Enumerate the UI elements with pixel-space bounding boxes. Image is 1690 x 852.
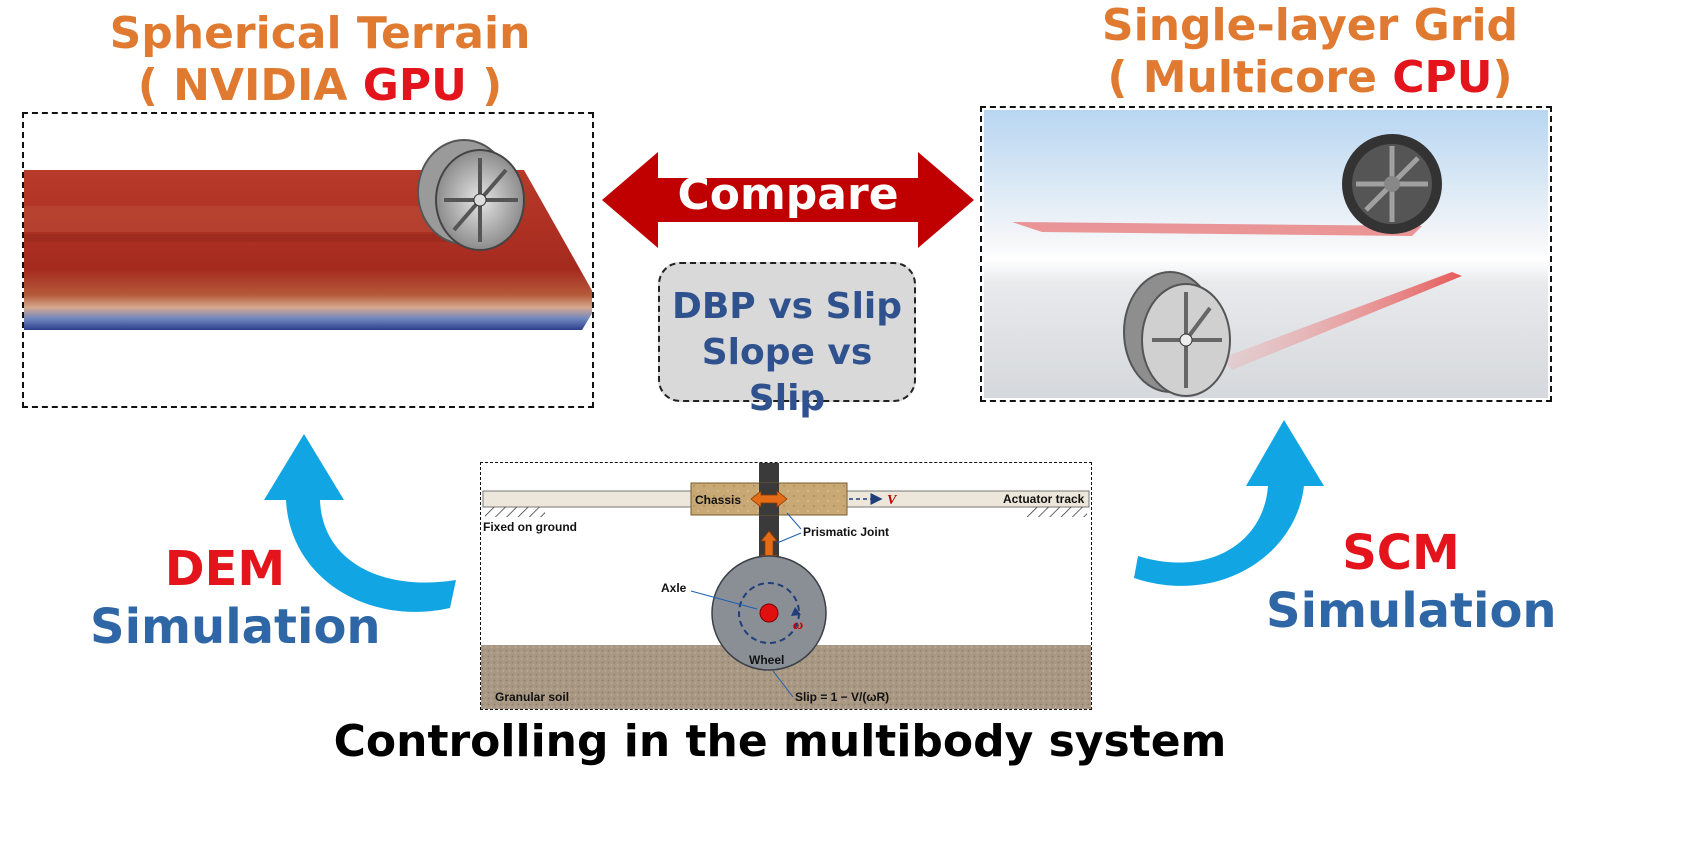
right-title-accent: CPU — [1392, 52, 1493, 103]
prismatic-joint-label: Prismatic Joint — [803, 525, 889, 539]
scm-grid-render — [984, 110, 1548, 398]
slip-formula-label: Slip = 1 − V/(ωR) — [795, 690, 889, 704]
axle-label: Axle — [661, 581, 687, 595]
granular-soil-label: Granular soil — [495, 690, 569, 704]
caption: Controlling in the multibody system — [333, 716, 1227, 767]
right-title-line2: ( Multicore CPU) — [1060, 52, 1560, 104]
right-title-post: ) — [1492, 52, 1513, 103]
chassis-label: Chassis — [695, 493, 741, 507]
left-title-line2: ( NVIDIA GPU ) — [40, 60, 600, 112]
multibody-schematic: Chassis V Actuator track Fixed on ground… — [481, 463, 1091, 709]
left-title-accent: GPU — [362, 60, 467, 111]
left-title-post: ) — [466, 60, 503, 111]
upper-grid-trail — [1012, 222, 1422, 236]
compare-label: Compare — [677, 169, 899, 220]
scm-wheel-bottom-icon — [1123, 271, 1231, 397]
scm-cycle-arrow-icon — [1134, 420, 1324, 586]
fixed-ground-hatch-right — [1027, 507, 1087, 517]
left-title-pre: ( NVIDIA — [137, 60, 363, 111]
right-title-line1: Single-layer Grid — [1101, 0, 1519, 51]
scm-label: SCM Simulation — [1266, 524, 1557, 640]
lower-grid-trail — [1222, 272, 1462, 370]
dem-wheel-icon — [417, 139, 525, 251]
dem-cycle-arrow-icon — [264, 434, 456, 612]
scm-grid-panel — [980, 106, 1552, 402]
comparison-line2: Slope vs Slip — [701, 332, 873, 419]
actuator-track-label: Actuator track — [1003, 492, 1085, 506]
axle-dot — [759, 603, 779, 623]
dem-label: DEM Simulation — [90, 540, 381, 656]
omega-label: ω — [793, 618, 803, 633]
comparison-line1: DBP vs Slip — [671, 286, 903, 327]
scm-simulation-word: Simulation — [1266, 583, 1557, 639]
scm-wheel-top-icon — [1342, 134, 1442, 234]
comparison-box: DBP vs Slip Slope vs Slip — [658, 262, 916, 419]
left-title-line1: Spherical Terrain — [109, 8, 531, 59]
velocity-label: V — [887, 493, 898, 508]
dem-name: DEM — [164, 541, 286, 597]
dem-simulation-word: Simulation — [90, 599, 381, 655]
compare-arrow-icon — [602, 152, 974, 248]
dem-terrain-panel — [22, 112, 594, 408]
right-title: Single-layer Grid ( Multicore CPU) — [1060, 0, 1560, 104]
fixed-on-ground-label: Fixed on ground — [483, 520, 577, 534]
right-title-pre: ( Multicore — [1107, 52, 1393, 103]
left-title: Spherical Terrain ( NVIDIA GPU ) — [40, 8, 600, 112]
wheel-label: Wheel — [749, 653, 784, 667]
dem-terrain-render — [24, 139, 594, 330]
scm-name: SCM — [1342, 525, 1460, 581]
horizontal-joint-arrow-icon — [750, 490, 788, 508]
wheel-track — [24, 206, 454, 232]
multibody-schematic-panel: Chassis V Actuator track Fixed on ground… — [480, 462, 1092, 710]
fixed-ground-hatch-left — [485, 507, 545, 517]
